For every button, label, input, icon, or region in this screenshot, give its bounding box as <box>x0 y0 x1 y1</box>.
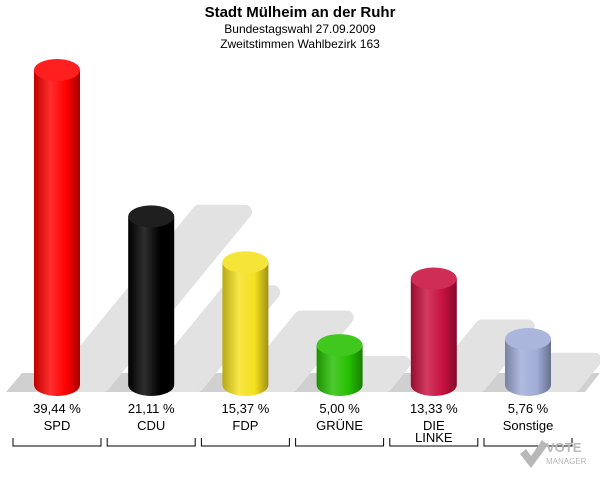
svg-text:MANAGER: MANAGER <box>546 457 587 466</box>
bar-gr-ne-label-bracket <box>295 438 385 447</box>
chart-subtitle-election: Bundestagswahl 27.09.2009 <box>224 22 376 36</box>
bar-cdu <box>128 216 175 396</box>
bar-die-linke-top <box>410 267 457 290</box>
bar-fdp-label-bracket <box>200 438 290 447</box>
bar-sonstige <box>505 338 551 396</box>
bar-die-linke-label-bracket <box>389 438 479 447</box>
bars <box>34 59 551 396</box>
chart-header: Stadt Mülheim an der Ruhr Bundestagswahl… <box>0 4 600 52</box>
bar-die-linke-value-label: 13,33 % <box>410 401 458 416</box>
bar-fdp-top <box>222 251 269 274</box>
bar-gr-ne-value-label: 5,00 % <box>319 401 360 416</box>
bar-spd <box>34 70 80 396</box>
svg-text:VOTE: VOTE <box>546 440 582 455</box>
bar-cdu-value-label: 21,11 % <box>128 401 175 416</box>
bar-gr-ne-top <box>316 334 363 357</box>
bar-sonstige-label-bracket <box>483 438 573 447</box>
chart-subtitle-district: Zweitstimmen Wahlbezirk 163 <box>220 37 380 51</box>
bar-die-linke <box>410 278 457 396</box>
bar-cdu-top <box>128 205 175 228</box>
bar-labels: 39,44 % SPD 21,11 % CDU 15,37 % FDP 5,00 % GRÜN… <box>12 401 573 447</box>
bar-sonstige-top <box>505 327 551 350</box>
bar-spd-category-label: SPD <box>44 418 71 433</box>
bar-sonstige-value-label: 5,76 % <box>508 401 549 416</box>
bar-die-linke-shadow <box>426 319 535 392</box>
bar-cdu-category-label: CDU <box>137 418 165 433</box>
bar-fdp <box>222 262 269 396</box>
chart-title: Stadt Mülheim an der Ruhr <box>204 4 396 21</box>
bar-die-linke-category-label: LINKE <box>415 430 453 445</box>
bar-fdp-category-label: FDP <box>232 418 258 433</box>
bar-spd-top <box>34 59 80 81</box>
votemanager-logo: VOTE MANAGER <box>520 440 587 468</box>
bar-sonstige-category-label: Sonstige <box>503 418 554 433</box>
bar-gr-ne-category-label: GRÜNE <box>316 418 363 433</box>
bar-gr-ne <box>316 345 363 396</box>
checkmark-icon <box>520 440 548 468</box>
bar-fdp-value-label: 15,37 % <box>222 401 270 416</box>
bar-die-linke-category-label: DIE <box>423 418 445 433</box>
bar-fdp-shadow <box>238 310 354 392</box>
bar-spd-label-bracket <box>12 438 102 447</box>
bar-spd-value-label: 39,44 % <box>33 401 81 416</box>
bar-cdu-label-bracket <box>106 438 196 447</box>
